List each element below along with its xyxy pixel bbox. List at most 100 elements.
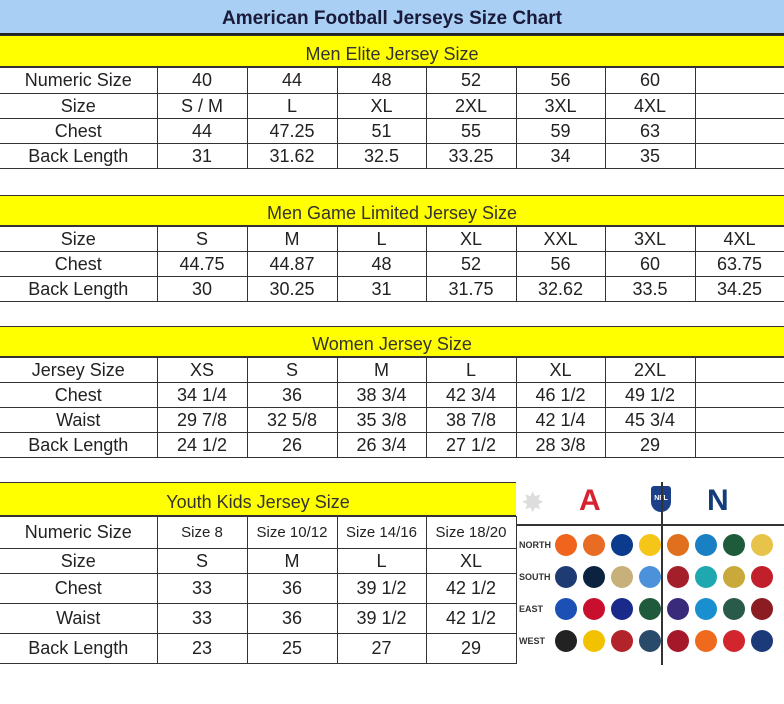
panthers-logo-icon [695, 598, 717, 620]
size-cell: 4XL [694, 226, 784, 252]
section-youth: Youth Kids Jersey Size Numeric Size Size 8… [0, 482, 517, 664]
size-cell: 24 1/2 [156, 432, 248, 458]
table-row: Waist 33 36 39 1/2 42 1/2 [0, 603, 517, 634]
row-label: Chest [0, 573, 158, 604]
size-cell: 34 [515, 143, 606, 169]
size-cell: 36 [246, 382, 338, 408]
49ers-logo-icon [611, 630, 633, 652]
size-cell: 35 [604, 143, 696, 169]
size-cell: XL [425, 548, 517, 574]
size-cell: 45 3/4 [604, 407, 696, 433]
table-row: Chest 44.75 44.87 48 52 56 60 63.75 [0, 251, 784, 277]
size-cell: 3XL [604, 226, 696, 252]
size-cell [694, 407, 784, 433]
size-cell: 56 [515, 251, 606, 277]
section-heading: Men Game Limited Jersey Size [0, 195, 784, 226]
size-cell [694, 118, 784, 144]
size-cell: 2XL [425, 93, 517, 119]
size-cell: 31.62 [246, 143, 338, 169]
size-cell: 31.75 [425, 276, 517, 302]
buccaneers-logo-icon [751, 566, 773, 588]
size-cell: 46 1/2 [515, 382, 606, 408]
chiefs-logo-icon [723, 630, 745, 652]
size-cell: 23 [156, 633, 248, 664]
table-row: Numeric Size 40 44 48 52 56 60 [0, 67, 784, 94]
table-row: Chest 33 36 39 1/2 42 1/2 [0, 573, 517, 604]
size-cell: 55 [425, 118, 517, 144]
size-cell [694, 143, 784, 169]
seahawks-logo-icon [639, 630, 661, 652]
table-row: Back Length 24 1/2 26 26 3/4 27 1/2 28 3/8 29 [0, 432, 784, 458]
section-men_game_limited: Men Game Limited Jersey Size Size S M L XL XXL… [0, 195, 784, 302]
row-label: Chest [0, 118, 158, 144]
size-cell: M [246, 548, 338, 574]
size-cell: M [336, 357, 427, 383]
size-cell: 38 7/8 [425, 407, 517, 433]
nfc-logo: N [707, 484, 729, 517]
size-cell: 63.75 [694, 251, 784, 277]
cowboys-logo-icon [555, 566, 577, 588]
packers-logo-icon [723, 534, 745, 556]
giants-logo-icon [611, 598, 633, 620]
ravens-logo-icon [667, 598, 689, 620]
size-table: Numeric Size Size 8 Size 10/12 Size 14/16 Si… [0, 516, 517, 664]
size-cell: 42 3/4 [425, 382, 517, 408]
size-cell [694, 382, 784, 408]
patriots-logo-icon [583, 598, 605, 620]
size-cell: XXL [515, 226, 606, 252]
size-cell: 48 [336, 67, 427, 94]
section-men_elite: Men Elite Jersey Size Numeric Size 40 44 48 5… [0, 35, 784, 169]
row-label: Back Length [0, 276, 158, 302]
chargers-logo-icon [583, 630, 605, 652]
bills-logo-icon [555, 598, 577, 620]
divider [661, 482, 663, 665]
size-cell: 32 5/8 [246, 407, 338, 433]
size-cell: XS [156, 357, 248, 383]
steelers-logo-icon [639, 534, 661, 556]
size-cell: 34 1/4 [156, 382, 248, 408]
size-cell: 33.5 [604, 276, 696, 302]
size-table: Size S M L XL XXL 3XL 4XL Chest 44.75 44.87 48 52 56 6… [0, 226, 784, 302]
size-cell: S [156, 548, 248, 574]
size-cell: XL [425, 226, 517, 252]
size-cell: 28 3/8 [515, 432, 606, 458]
size-cell: S / M [156, 93, 248, 119]
size-cell: 59 [515, 118, 606, 144]
size-cell: 2XL [604, 357, 696, 383]
size-cell: 39 1/2 [336, 573, 427, 604]
size-cell: 25 [246, 633, 338, 664]
size-cell: 29 [604, 432, 696, 458]
size-cell: 52 [425, 67, 517, 94]
size-cell: 44.75 [156, 251, 248, 277]
dolphins-logo-icon [695, 566, 717, 588]
size-cell: 44 [246, 67, 338, 94]
size-cell: 26 [246, 432, 338, 458]
row-label: Size [0, 548, 158, 574]
size-cell: 49 1/2 [604, 382, 696, 408]
size-cell: 40 [156, 67, 248, 94]
rams-logo-icon [751, 630, 773, 652]
browns-logo-icon [583, 534, 605, 556]
size-cell: M [246, 226, 338, 252]
size-cell: 56 [515, 67, 606, 94]
division-label: NORTH [519, 540, 551, 550]
row-label: Size [0, 93, 158, 119]
size-cell [694, 67, 784, 94]
redskins-logo-icon [751, 598, 773, 620]
table-row: Numeric Size Size 8 Size 10/12 Size 14/16 Si… [0, 516, 517, 549]
table-row: Back Length 23 25 27 29 [0, 633, 517, 664]
row-label: Chest [0, 382, 158, 408]
chart-title: American Football Jerseys Size Chart [0, 0, 784, 35]
size-cell: S [246, 357, 338, 383]
size-cell: 31 [336, 276, 427, 302]
row-label: Numeric Size [0, 516, 158, 549]
size-cell: 36 [246, 573, 338, 604]
bengals-logo-icon [555, 534, 577, 556]
cardinals-logo-icon [667, 630, 689, 652]
table-row: Waist 29 7/8 32 5/8 35 3/8 38 7/8 42 1/4 45 3/… [0, 407, 784, 433]
size-cell: 32.5 [336, 143, 427, 169]
size-cell: Size 18/20 [425, 516, 517, 549]
row-label: Numeric Size [0, 67, 158, 94]
size-table: Jersey Size XS S M L XL 2XL Chest 34 1/4 36 38 3/4… [0, 357, 784, 458]
jets-logo-icon [639, 598, 661, 620]
